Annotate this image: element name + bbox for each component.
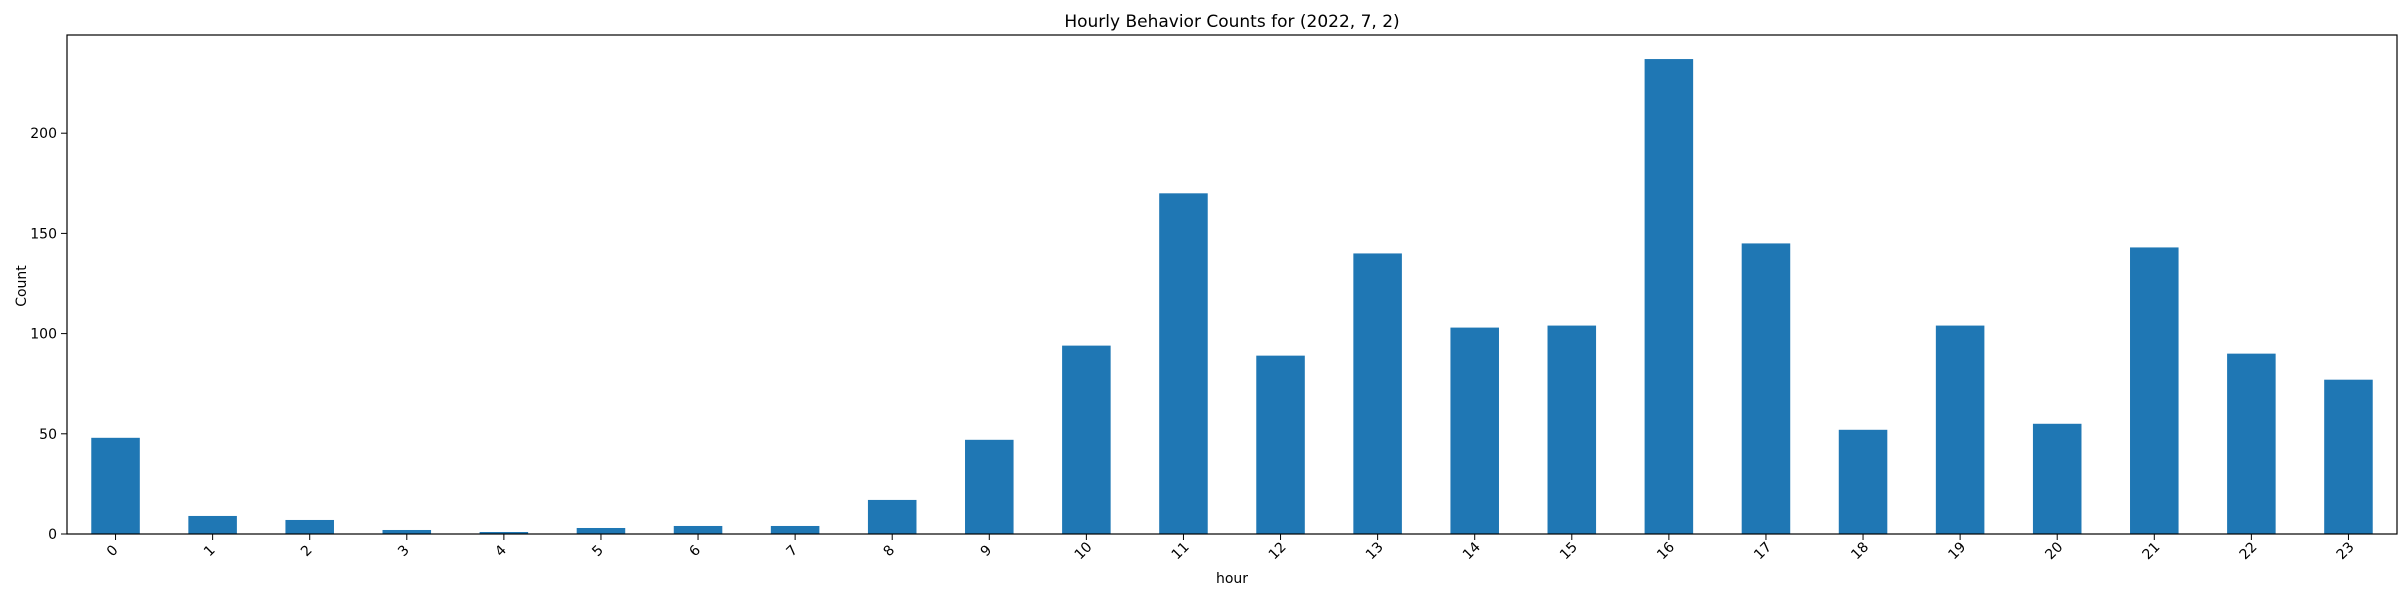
x-tick-label-2: 2 <box>298 542 316 560</box>
y-axis-label: Count <box>14 265 30 307</box>
x-tick-label-6: 6 <box>686 542 704 560</box>
x-tick-label-23: 23 <box>2334 539 2358 563</box>
x-tick-label-1: 1 <box>201 542 219 560</box>
bar-1 <box>188 515 237 534</box>
x-tick-label-5: 5 <box>589 542 607 560</box>
x-tick-label-14: 14 <box>1460 539 1484 563</box>
chart-title: Hourly Behavior Counts for (2022, 7, 2) <box>1064 12 1399 32</box>
bar-9 <box>965 439 1014 534</box>
x-axis-label: hour <box>1216 571 1248 587</box>
x-tick-label-8: 8 <box>881 542 899 560</box>
bar-23 <box>2324 379 2373 534</box>
y-tick-label-50: 50 <box>39 427 57 443</box>
x-tick-label-22: 22 <box>2237 539 2261 563</box>
x-tick-label-16: 16 <box>1654 539 1678 563</box>
x-tick-label-15: 15 <box>1557 539 1581 563</box>
bar-8 <box>867 499 917 534</box>
bar-4 <box>479 532 529 534</box>
x-tick-label-18: 18 <box>1848 539 1872 563</box>
plot-frame <box>66 34 2398 535</box>
bar-0 <box>91 437 140 534</box>
bar-2 <box>285 519 334 534</box>
bar-17 <box>1741 243 1791 535</box>
x-tick-label-19: 19 <box>1945 539 1969 563</box>
x-tick-label-21: 21 <box>2140 539 2164 563</box>
bar-22 <box>2227 353 2276 534</box>
x-tick-label-20: 20 <box>2042 539 2066 563</box>
bar-7 <box>770 525 820 534</box>
y-tick-label-100: 100 <box>30 327 57 343</box>
y-tick-label-150: 150 <box>30 226 57 242</box>
x-tick-label-13: 13 <box>1363 539 1387 563</box>
x-tick-label-3: 3 <box>395 542 413 560</box>
x-tick-label-17: 17 <box>1751 539 1775 563</box>
x-tick-label-7: 7 <box>783 542 801 560</box>
bar-3 <box>382 529 432 534</box>
y-tick-label-200: 200 <box>30 126 57 142</box>
bar-14 <box>1450 327 1499 534</box>
bar-10 <box>1062 345 1111 534</box>
bar-19 <box>1935 325 1985 534</box>
bar-13 <box>1353 253 1402 534</box>
x-tick-label-11: 11 <box>1169 539 1193 563</box>
bar-16 <box>1644 59 1694 535</box>
x-tick-label-10: 10 <box>1072 539 1096 563</box>
x-tick-label-4: 4 <box>492 542 510 560</box>
bar-21 <box>2130 247 2179 534</box>
bar-11 <box>1159 193 1208 534</box>
x-tick-label-12: 12 <box>1266 539 1290 563</box>
plot-area: 0 1 2 3 4 5 6 7 8 9 10 11 12 13 14 15 16 17 18 19 20 21 22 2305… <box>30 34 2398 563</box>
x-tick-label-9: 9 <box>978 542 996 560</box>
bar-20 <box>2032 423 2082 534</box>
bar-5 <box>576 527 626 534</box>
bar-12 <box>1256 355 1305 534</box>
x-tick-label-0: 0 <box>104 542 122 560</box>
bar-18 <box>1838 429 1888 534</box>
y-tick-label-0: 0 <box>48 527 57 543</box>
bar-15 <box>1547 325 1597 534</box>
bar-6 <box>673 525 723 534</box>
